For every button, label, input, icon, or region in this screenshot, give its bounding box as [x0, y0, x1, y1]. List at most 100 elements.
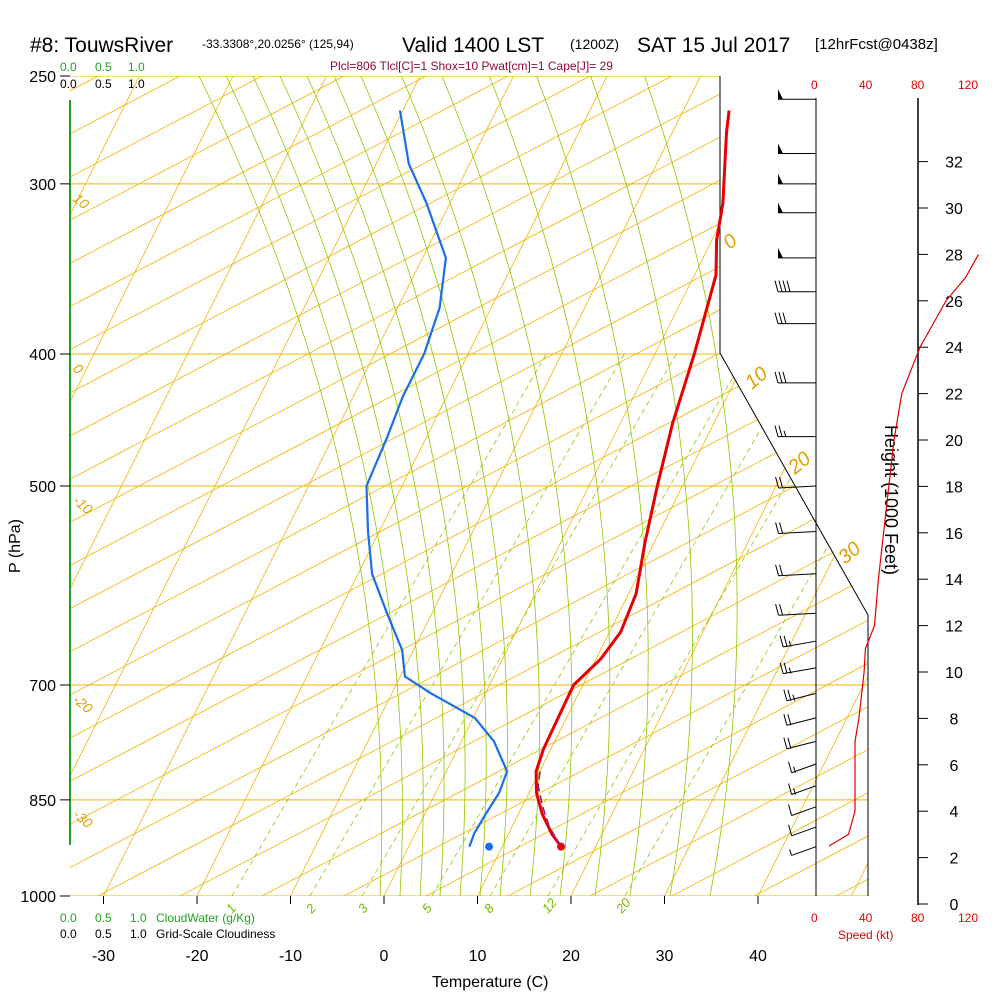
barb-staff [778, 531, 817, 535]
barb-staff [783, 640, 817, 648]
x-label-40: 40 [749, 948, 767, 965]
height-label-6: 6 [950, 758, 959, 775]
cloud-top-green-1: 0.5 [95, 60, 112, 74]
barb-half-flag [788, 640, 792, 648]
cloud-bottom-black-1: 0.5 [95, 927, 112, 941]
wind-barb [774, 371, 816, 384]
barb-flag [788, 761, 793, 773]
mixing-ratio-label: 8 [481, 900, 498, 916]
p-label-700: 700 [29, 678, 56, 695]
isotherm-line [757, 76, 868, 896]
wind-barbs [774, 89, 817, 856]
adiabat-label: 0 [719, 230, 742, 254]
barb-flag [782, 312, 787, 324]
dry-adiabat-line [425, 76, 868, 896]
wind-barb [774, 312, 816, 325]
speed-top-80: 80 [911, 78, 925, 92]
series-temperature-line [534, 110, 731, 848]
barb-flag [778, 371, 783, 384]
p-label-250: 250 [29, 69, 56, 86]
wind-barb [778, 173, 816, 185]
height-label-14: 14 [945, 572, 963, 589]
cloud-bottom-black-0: 0.0 [60, 927, 77, 941]
series-dewpoint-line [365, 110, 509, 848]
station-title: #8: TouwsRiver [30, 34, 173, 57]
barb-staff [791, 806, 817, 816]
speed-scale-top: 0 40 80 120 [811, 78, 978, 92]
speed-top-120: 120 [958, 78, 978, 92]
y-axis-title: P (hPa) [7, 519, 24, 573]
sounding-indices: Plcl=806 Tlcl[C]=1 Shox=10 Pwat[cm]=1 Ca… [330, 59, 613, 73]
wind-barb [788, 824, 817, 837]
barb-half-flag [783, 430, 787, 437]
barb-pennant [778, 89, 783, 100]
barb-flag [779, 604, 784, 616]
dry-adiabat-line [70, 76, 345, 896]
dry-adiabat-line [507, 76, 868, 896]
adiabat-label: 10 [741, 363, 772, 394]
wind-barb [774, 280, 816, 293]
dry-adiabat-line [70, 76, 591, 896]
cloud-scale-top: 0.0 0.5 1.0 0.0 0.5 1.0 [60, 60, 145, 91]
barb-staff [791, 763, 817, 774]
barb-flag [783, 635, 788, 648]
cloud-top-black-1: 0.5 [95, 77, 112, 91]
wind-barb [783, 714, 817, 726]
height-label-10: 10 [945, 665, 963, 682]
mixing-ratio-line [231, 352, 548, 896]
barb-flag [783, 737, 788, 749]
forecast-label: [12hrFcst@0438z] [815, 36, 938, 53]
barb-half-flag [789, 849, 793, 856]
wind-barb [783, 737, 817, 750]
height-label-24: 24 [945, 340, 963, 357]
barb-flag [787, 689, 792, 701]
barb-staff [791, 846, 817, 856]
wind-speed-profile [828, 254, 980, 847]
wind-barb [774, 425, 816, 438]
barb-flag [778, 425, 783, 437]
p-label-850: 850 [29, 793, 56, 810]
sounding-series [365, 110, 731, 851]
barb-flag [779, 564, 784, 576]
cloudwater-label: CloudWater (g/Kg) [156, 911, 255, 925]
speed-scale-bottom: 0 40 80 120 Speed (kt) [811, 911, 978, 942]
barb-flag [774, 280, 779, 292]
barb-flag [788, 824, 793, 836]
barb-flag [782, 280, 787, 292]
wind-speed-curve [828, 254, 980, 847]
barb-half-flag [792, 694, 796, 701]
mixing-ratio-label: 12 [539, 895, 560, 916]
cloudiness-label: Grid-Scale Cloudiness [156, 927, 275, 941]
barb-flag [774, 312, 779, 324]
barb-flag [774, 425, 779, 437]
barb-staff [791, 785, 817, 795]
height-label-22: 22 [945, 387, 963, 404]
isotherm-line [70, 76, 234, 896]
wind-barb [778, 143, 816, 155]
dry-adiabat-line [70, 76, 837, 896]
wind-barb [779, 662, 817, 675]
cloud-bottom-green-2: 1.0 [130, 911, 147, 925]
barb-flag [779, 476, 784, 489]
barb-staff [791, 826, 817, 837]
barb-staff [786, 692, 817, 702]
mixing-ratio-label: 2 [302, 900, 319, 917]
barb-flag [775, 522, 780, 534]
wind-barb [783, 689, 817, 702]
zulu-time: (1200Z) [570, 36, 619, 52]
station-coords: -33.3308°,20.0256° (125,94) [202, 37, 354, 51]
height-axis-title: Height (1000 Feet) [881, 425, 901, 575]
speed-axis-label: Speed (kt) [838, 928, 893, 942]
x-axis-title: Temperature (C) [432, 974, 548, 991]
p-label-500: 500 [29, 479, 56, 496]
isotherm-line [664, 76, 868, 896]
x-label--10: -10 [279, 948, 302, 965]
barb-pennant [778, 143, 783, 154]
barb-flag [779, 522, 784, 534]
barb-flag [788, 783, 793, 795]
p-label-300: 300 [29, 177, 56, 194]
wind-barb [775, 604, 817, 616]
height-label-4: 4 [950, 804, 959, 821]
